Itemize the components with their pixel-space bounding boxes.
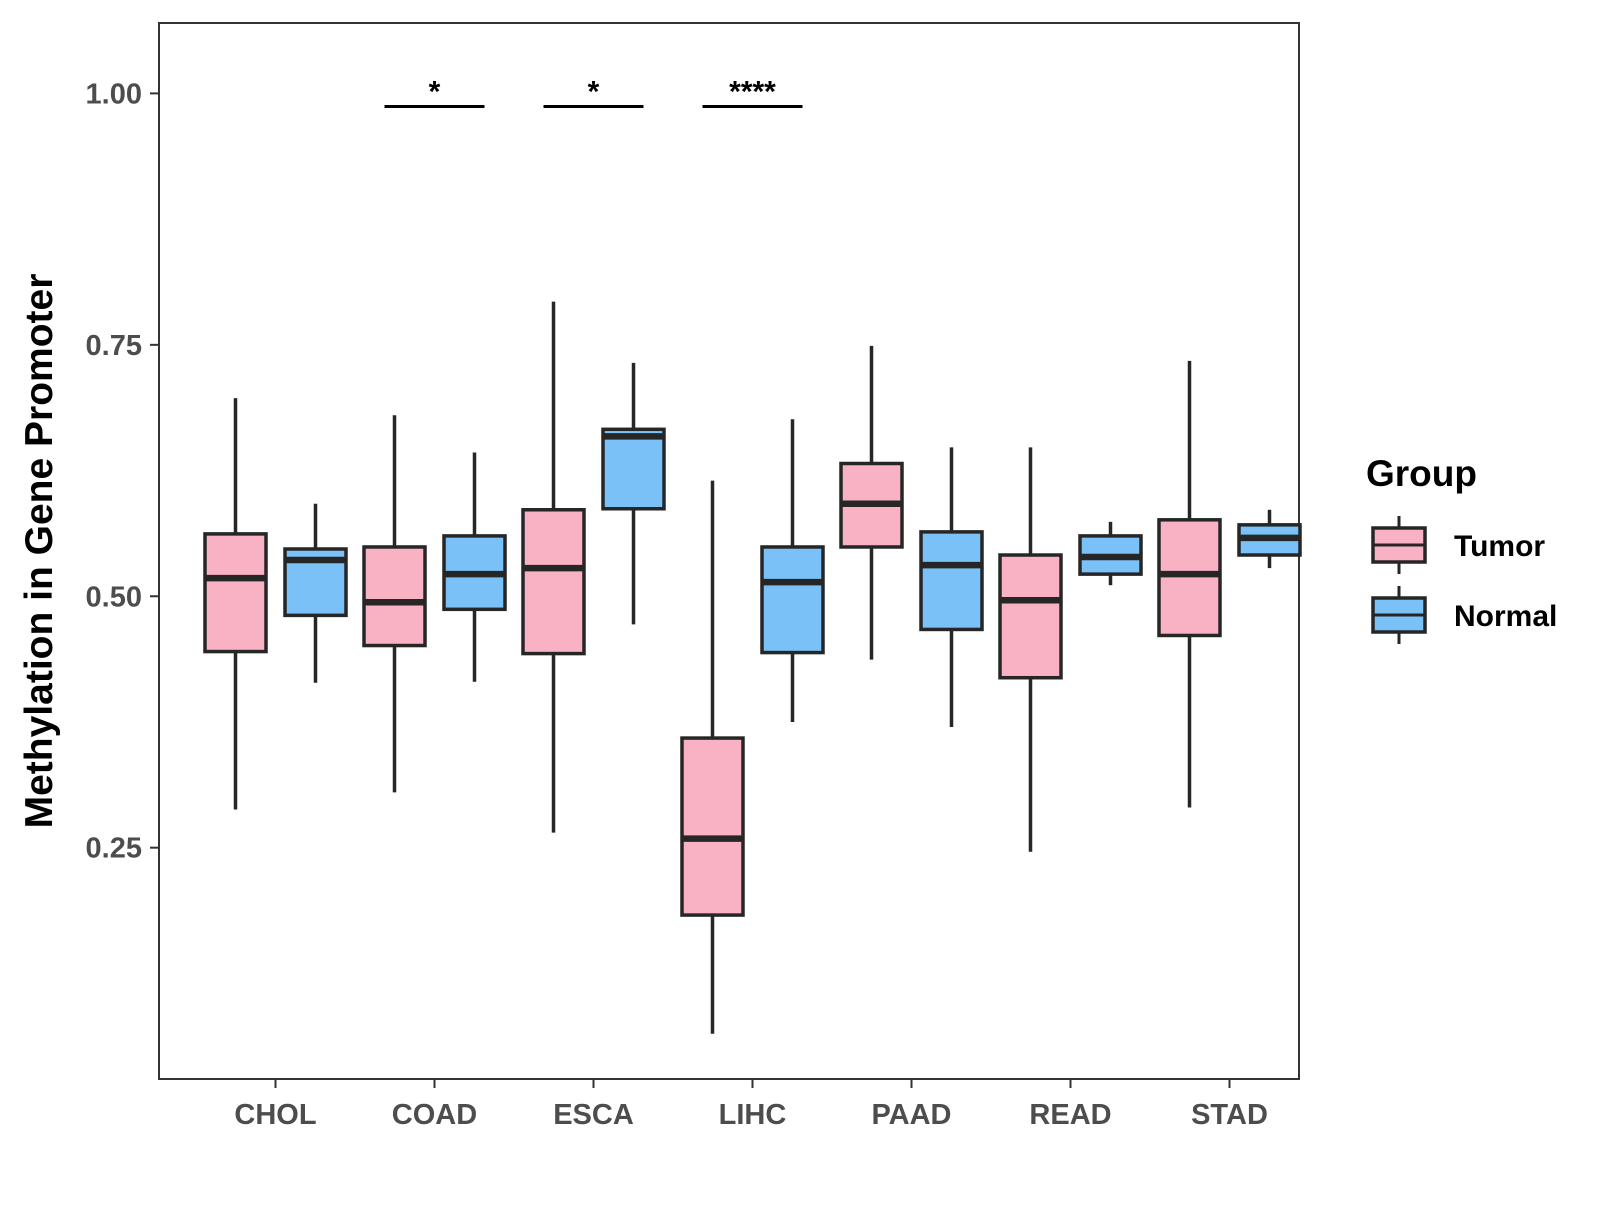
y-tick-label: 0.75 — [86, 330, 142, 362]
box-iqr — [919, 530, 984, 632]
x-tick-label: PAAD — [871, 1099, 951, 1131]
box-tumor-stad — [1157, 360, 1222, 808]
box-normal-paad — [919, 447, 984, 727]
x-tick-label: ESCA — [553, 1099, 634, 1131]
legend: Tumor Normal — [1371, 516, 1557, 644]
y-axis-title: Methylation in Gene Promoter — [18, 274, 61, 829]
box-iqr — [998, 553, 1063, 680]
box-tumor-coad — [362, 415, 427, 793]
y-tick-label: 0.50 — [86, 581, 142, 613]
legend-item-normal: Normal — [1371, 586, 1557, 644]
legend-item-tumor: Tumor — [1371, 516, 1545, 574]
legend-title: Group — [1366, 453, 1477, 494]
box-normal-read — [1078, 521, 1143, 586]
x-tick-label: COAD — [392, 1099, 477, 1131]
box-iqr — [362, 545, 427, 648]
legend-label: Normal — [1454, 600, 1557, 633]
x-tick-label: CHOL — [234, 1099, 316, 1131]
x-tick-label: LIHC — [719, 1099, 787, 1131]
significance-label: * — [588, 75, 600, 108]
y-tick-label: 0.25 — [86, 833, 142, 865]
x-tick-label: STAD — [1191, 1099, 1268, 1131]
box-normal-stad — [1237, 509, 1302, 569]
significance-label: * — [429, 75, 441, 108]
box-iqr — [203, 532, 268, 654]
box-tumor-lihc — [680, 480, 745, 1034]
box-normal-esca — [601, 362, 666, 625]
box-iqr — [601, 427, 666, 511]
box-normal-chol — [283, 503, 348, 683]
legend-label: Tumor — [1454, 530, 1545, 563]
x-tick-label: READ — [1029, 1099, 1111, 1131]
box-tumor-chol — [203, 398, 268, 810]
box-normal-coad — [442, 452, 507, 682]
box-iqr — [521, 508, 586, 656]
box-tumor-read — [998, 447, 1063, 852]
y-tick-label: 1.00 — [86, 78, 142, 110]
box-iqr — [1157, 518, 1222, 638]
box-tumor-esca — [521, 301, 586, 833]
significance-label: **** — [729, 75, 776, 108]
box-iqr — [760, 545, 825, 655]
box-normal-lihc — [760, 419, 825, 722]
box-iqr — [680, 736, 745, 917]
box-tumor-paad — [839, 345, 904, 660]
plot-marks: 0.25 0.50 0.75 1.00 CHOL COAD ESCA LIHC PAAD READ… — [86, 75, 1302, 1131]
